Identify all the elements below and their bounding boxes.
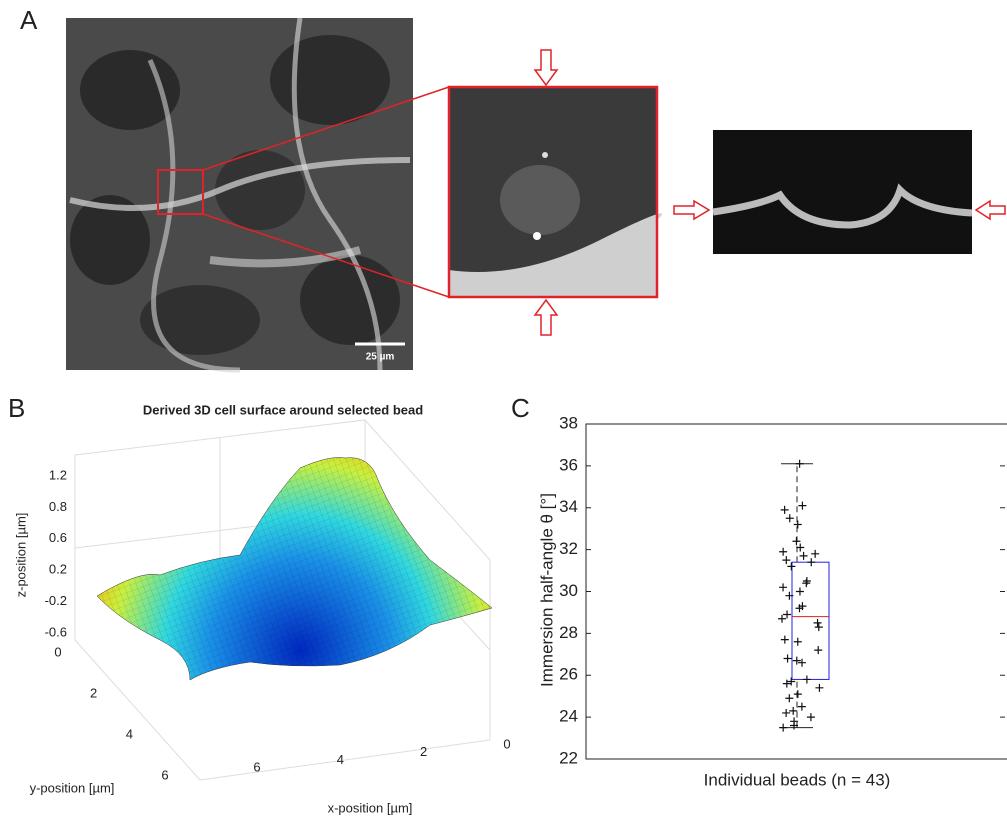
tick-label: 4 (337, 752, 344, 767)
panel-label: B (8, 393, 25, 423)
data-point (792, 537, 801, 546)
data-point (779, 583, 788, 592)
x-axis-label: x-position [µm] (328, 800, 413, 815)
data-point (802, 577, 811, 586)
y-axis-label: Immersion half-angle θ [°] (537, 493, 556, 687)
inset-image (447, 85, 663, 299)
data-point (785, 514, 794, 523)
data-point (795, 604, 804, 613)
data-point (787, 677, 796, 686)
y-tick-label: 24 (559, 707, 578, 726)
tick-label: 6 (253, 759, 260, 774)
data-point (813, 618, 822, 627)
y-tick-label: 32 (559, 539, 578, 558)
data-point (807, 558, 816, 567)
zoom-line (202, 86, 450, 171)
tick-label: -0.6 (45, 624, 67, 639)
zoom-line (202, 213, 450, 298)
data-point (782, 708, 791, 717)
data-point (782, 556, 791, 565)
y-tick-label: 26 (559, 665, 578, 684)
data-point (802, 675, 811, 684)
tick-label: 4 (126, 726, 133, 741)
data-point (814, 623, 823, 632)
data-point (780, 505, 789, 514)
tick-label: 0.6 (49, 530, 67, 545)
x-axis-label: Individual beads (n = 43) (704, 770, 891, 789)
data-point (795, 459, 804, 468)
panel-label: C (511, 393, 530, 423)
data-point (778, 614, 787, 623)
arrow (533, 49, 559, 87)
data-point (782, 679, 791, 688)
arrow (673, 199, 711, 221)
data-point (780, 635, 789, 644)
tick-label: 2 (90, 685, 97, 700)
data-point (789, 706, 798, 715)
box (791, 561, 830, 680)
plot-title: Derived 3D cell surface around selected … (143, 402, 423, 417)
data-point (815, 683, 824, 692)
tick-label: 0 (503, 736, 510, 751)
surface (96, 457, 493, 681)
y-tick-label: 36 (559, 455, 578, 474)
data-point (783, 654, 792, 663)
data-point (785, 694, 794, 703)
tick-label: 0.2 (49, 562, 67, 577)
data-point (799, 551, 808, 560)
z-axis-label: z-position [µm] (13, 513, 28, 598)
data-point (798, 658, 807, 667)
arrow (974, 199, 1006, 221)
cross-section-image (712, 130, 973, 254)
data-point (797, 702, 806, 711)
y-tick-label: 34 (559, 497, 578, 516)
y-axis-label: y-position [µm] (30, 780, 115, 795)
data-point (785, 591, 794, 600)
tick-label: 1.2 (49, 467, 67, 482)
data-point (796, 543, 805, 552)
zoom-region (157, 169, 204, 215)
tick-label: -0.2 (45, 593, 67, 608)
data-point (790, 721, 799, 730)
y-tick-label: 28 (559, 623, 578, 642)
micrograph (66, 17, 413, 373)
tick-label: 2 (420, 744, 427, 759)
data-point (793, 520, 802, 529)
data-point (811, 549, 820, 558)
data-point (793, 690, 802, 699)
tick-label: 6 (161, 767, 168, 782)
tick-label: 0.8 (49, 499, 67, 514)
data-point (779, 723, 788, 732)
data-point (779, 547, 788, 556)
data-point (798, 501, 807, 510)
scale-bar-label: 25 µm (366, 352, 395, 363)
data-point (814, 646, 823, 655)
y-tick-label: 38 (559, 413, 578, 432)
y-tick-label: 22 (559, 748, 578, 767)
data-point (806, 713, 815, 722)
data-point (787, 562, 796, 571)
data-point (792, 656, 801, 665)
arrow (533, 298, 559, 336)
data-point (793, 637, 802, 646)
tick-label: 0 (54, 644, 61, 659)
data-point (795, 587, 804, 596)
y-tick-label: 30 (559, 581, 578, 600)
data-point (783, 610, 792, 619)
panel-label: A (20, 5, 38, 35)
